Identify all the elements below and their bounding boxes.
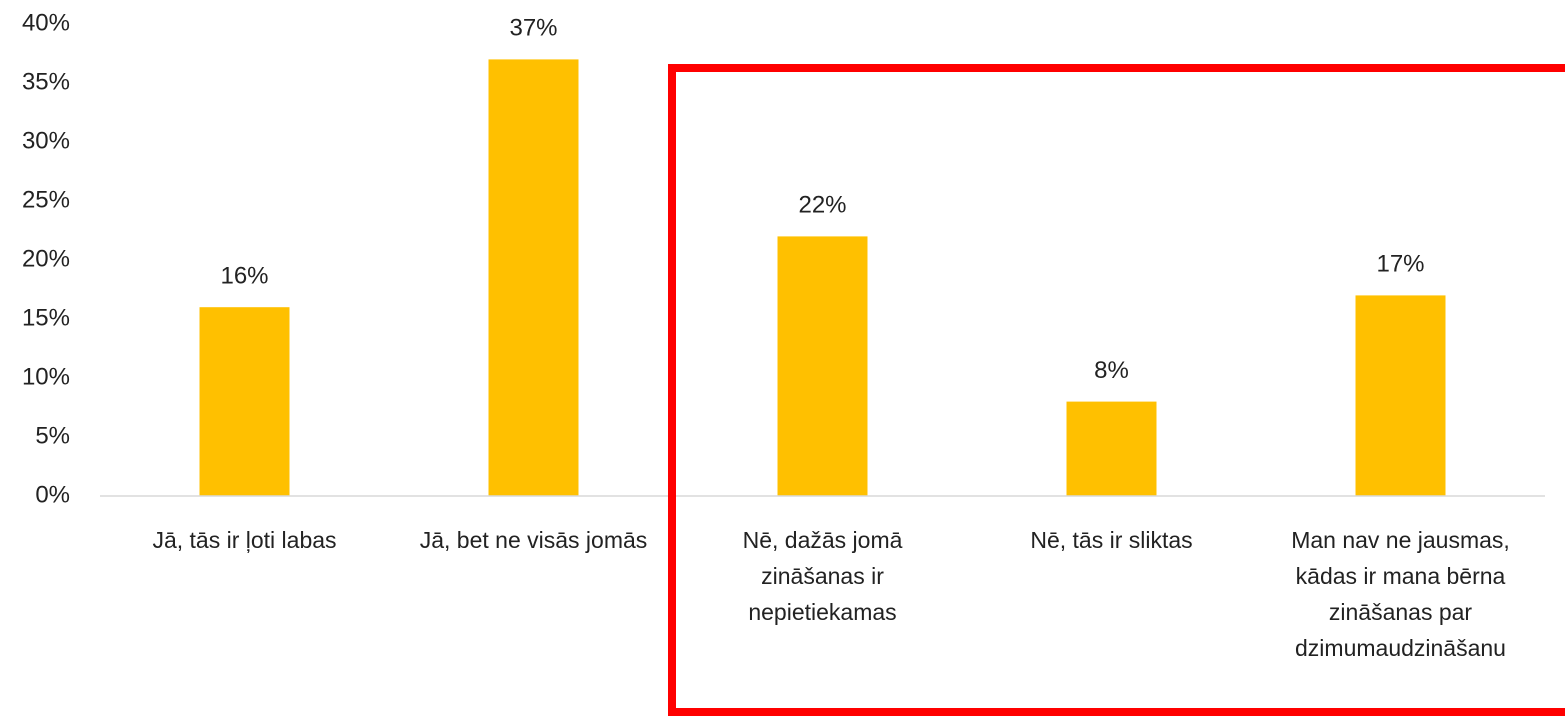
y-tick-label: 20%: [22, 245, 70, 272]
y-tick-label: 5%: [35, 422, 70, 449]
value-label: 8%: [1094, 357, 1129, 384]
value-label: 16%: [220, 263, 268, 290]
bar: [488, 59, 579, 497]
bar: [199, 307, 290, 496]
y-tick-label: 15%: [22, 304, 70, 331]
y-tick-label: 0%: [35, 481, 70, 508]
highlight-box: [668, 64, 1565, 716]
y-tick-label: 35%: [22, 68, 70, 95]
bar: [777, 236, 868, 496]
x-tick-label: Nē, dažās jomā zināšanas ir nepietiekama…: [742, 527, 903, 625]
x-tick-label: Nē, tās ir sliktas: [1030, 527, 1193, 553]
value-label: 37%: [509, 15, 557, 42]
x-tick-label: Jā, bet ne visās jomās: [419, 527, 648, 553]
y-tick-label: 25%: [22, 186, 70, 213]
y-tick-label: 10%: [22, 363, 70, 390]
y-tick-label: 30%: [22, 127, 70, 154]
bar: [1066, 401, 1157, 496]
x-tick-label: Man nav ne jausmas, kādas ir mana bērna …: [1291, 527, 1510, 661]
bar: [1355, 295, 1446, 496]
value-label: 22%: [798, 192, 846, 219]
y-tick-label: 40%: [22, 9, 70, 36]
value-label: 17%: [1376, 251, 1424, 278]
x-tick-label: Jā, tās ir ļoti labas: [152, 527, 337, 553]
